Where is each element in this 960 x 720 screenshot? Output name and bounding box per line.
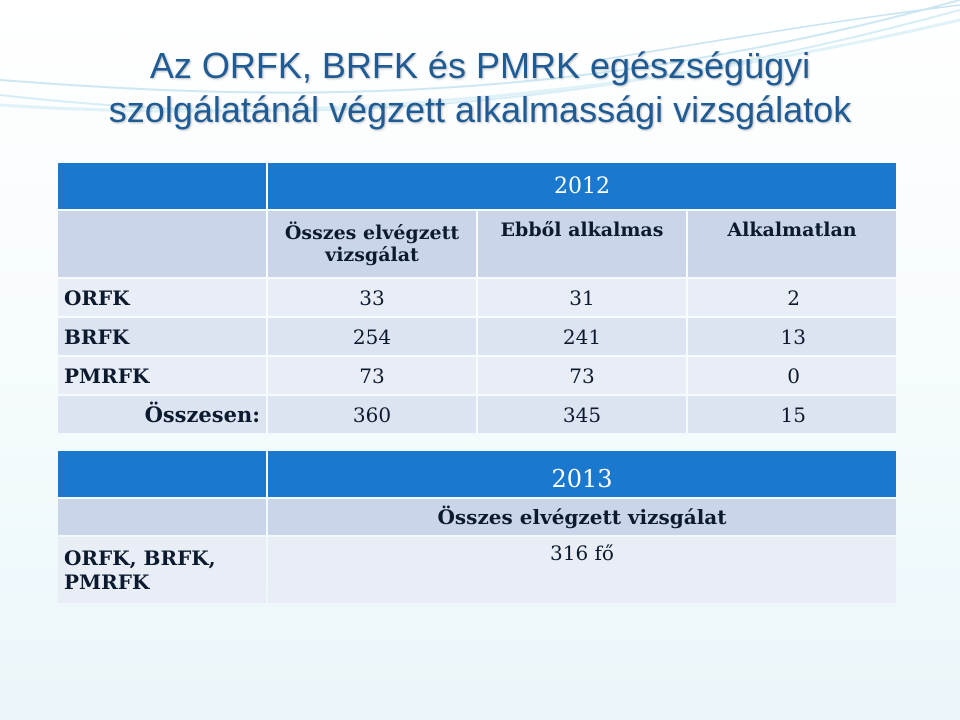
header-unfit: Alkalmatlan [688,211,896,277]
header-corner [58,163,266,209]
decorative-wave [0,0,960,113]
year-2013: 2013 [268,451,896,497]
header-empty [58,211,266,277]
year-2012: 2012 [268,163,896,209]
sum-total: 360 [268,396,476,433]
cell-fit: 241 [478,318,686,355]
cell-total: 254 [268,318,476,355]
sum-unfit: 15 [688,396,896,433]
sum-fit: 345 [478,396,686,433]
sum-label: Összesen: [58,396,266,433]
row-label: BRFK [58,318,266,355]
header-fit: Ebből alkalmas [478,211,686,277]
cell-total: 73 [268,357,476,394]
title-line-1: Az ORFK, BRFK és PMRK egészségügyi [149,45,811,86]
page-title: Az ORFK, BRFK és PMRK egészségügyi szolg… [0,44,960,132]
row-label-2013: ORFK, BRFK, PMRFK [58,537,266,603]
table-2013: 2013 Összes elvégzett vizsgálat ORFK, BR… [56,449,898,605]
cell-unfit: 0 [688,357,896,394]
header-total: Összes elvégzett vizsgálat [268,211,476,277]
title-line-2: szolgálatánál végzett alkalmassági vizsg… [108,89,852,130]
cell-fit: 73 [478,357,686,394]
row-label: PMRFK [58,357,266,394]
header-total-2013: Összes elvégzett vizsgálat [268,499,896,535]
table-2012: 2012 Összes elvégzett vizsgálat Ebből al… [56,161,898,435]
cell-value-2013: 316 fő [268,537,896,603]
cell-unfit: 2 [688,279,896,316]
cell-unfit: 13 [688,318,896,355]
cell-fit: 31 [478,279,686,316]
cell-total: 33 [268,279,476,316]
header-empty-2013 [58,499,266,535]
header-corner-2013 [58,451,266,497]
row-label: ORFK [58,279,266,316]
